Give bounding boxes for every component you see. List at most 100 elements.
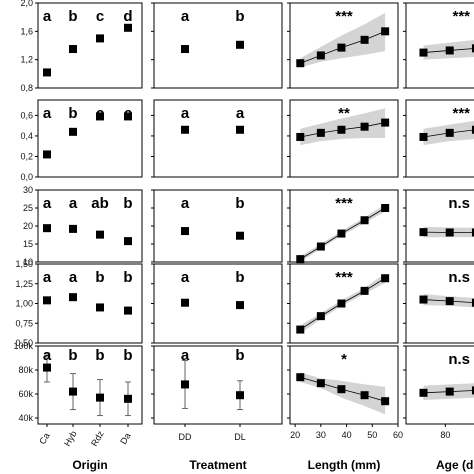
data-point [96, 112, 104, 121]
y-tick-label: 0,6 [20, 110, 33, 120]
column-origin: 0,81,21,62,0a b c d0,00,20,40,6 a b c c10152025… [13, 0, 143, 472]
data-point [419, 388, 428, 397]
significance-letter: b [235, 8, 244, 25]
panel-frame [405, 189, 474, 263]
significance-letter: c [96, 105, 104, 122]
panel-frame [289, 263, 399, 344]
y-tick-label: 100k [13, 341, 33, 351]
x-axis-label: Length (mm) [308, 458, 381, 472]
significance-letter: a [43, 195, 52, 212]
significance-letter: ab [91, 195, 109, 212]
data-point [43, 68, 51, 77]
data-point [236, 391, 244, 400]
significance-letter: a [181, 269, 190, 286]
x-tick-label: 50 [367, 430, 377, 440]
y-tick-label: 0,0 [20, 172, 33, 182]
data-point [360, 122, 369, 131]
significance-letter: a [43, 8, 52, 25]
data-point [296, 325, 305, 334]
panel-2-3: *** [287, 263, 399, 344]
significance-letter: b [235, 347, 244, 364]
data-point [419, 295, 428, 304]
significance-stars: * [341, 351, 347, 368]
data-point [471, 298, 474, 307]
panel-frame [37, 99, 143, 178]
significance-letter: a [69, 269, 78, 286]
y-tick-label: 60k [18, 389, 33, 399]
x-tick-label: 80 [440, 430, 450, 440]
panel-frame [153, 2, 283, 89]
panel-1-4: a b DD DL [151, 345, 283, 442]
data-point [124, 112, 132, 121]
y-tick-label: 80k [18, 365, 33, 375]
panel-frame [289, 189, 399, 263]
data-point [445, 128, 454, 137]
panel-2-4: * 20 30 40 50 60 [287, 345, 403, 440]
significance-letter: c [124, 105, 132, 122]
data-point [360, 35, 369, 44]
significance-stars: *** [452, 8, 470, 25]
confidence-band [300, 372, 386, 415]
y-tick-label: 0,4 [20, 131, 33, 141]
data-point [316, 128, 325, 137]
data-point [43, 150, 51, 159]
data-point [69, 127, 77, 136]
x-tick-label: DD [179, 432, 192, 442]
panel-2-1: ** [287, 99, 399, 178]
data-point [181, 380, 189, 389]
data-point [337, 385, 346, 394]
panel-0-0: 0,8 1,2 1,6 2,0 a b c d [20, 0, 143, 93]
data-point [445, 387, 454, 396]
data-point [43, 224, 51, 233]
panel-frame [405, 99, 474, 178]
plot-area: 0,81,21,62,0a b c d0,00,20,40,6 a b c c10152025… [13, 0, 474, 472]
x-tick-label: Rdz [89, 429, 106, 448]
y-tick-label: 10 [23, 257, 33, 267]
data-point [471, 386, 474, 395]
data-point [69, 45, 77, 54]
data-point [337, 299, 346, 308]
significance-letter: a [181, 8, 190, 25]
x-tick-label: Da [118, 431, 132, 446]
significance-stars: *** [335, 8, 353, 25]
panel-frame [153, 345, 283, 425]
data-point [96, 303, 104, 312]
significance-stars: n.s [448, 195, 470, 212]
data-point [181, 298, 189, 307]
panel-3-0: *** [403, 2, 474, 89]
data-point [124, 23, 132, 32]
y-tick-label: 40k [18, 413, 33, 423]
data-point [316, 51, 325, 60]
significance-letter: a [43, 105, 52, 122]
panel-frame [289, 345, 399, 425]
data-point [471, 44, 474, 53]
significance-letter: b [123, 195, 132, 212]
significance-stars: *** [335, 269, 353, 286]
significance-stars: *** [335, 195, 353, 212]
data-point [236, 125, 244, 134]
data-point [96, 230, 104, 239]
significance-stars: n.s [448, 351, 470, 368]
significance-letter: b [235, 195, 244, 212]
data-point [337, 125, 346, 134]
data-point [124, 394, 132, 403]
significance-stars: *** [452, 105, 470, 122]
y-tick-label: 0,8 [20, 83, 33, 93]
significance-letter: a [69, 195, 78, 212]
data-point [445, 228, 454, 237]
y-tick-label: 1,6 [20, 26, 33, 36]
panel-3-2: n.s [403, 189, 474, 263]
y-tick-label: 20 [23, 221, 33, 231]
x-axis-label: Treatment [189, 458, 246, 472]
trend-line [423, 299, 474, 303]
data-point [69, 387, 77, 396]
data-point [296, 132, 305, 141]
panel-frame [153, 99, 283, 178]
y-tick-label: 1,2 [20, 55, 33, 65]
panel-frame [289, 99, 399, 178]
